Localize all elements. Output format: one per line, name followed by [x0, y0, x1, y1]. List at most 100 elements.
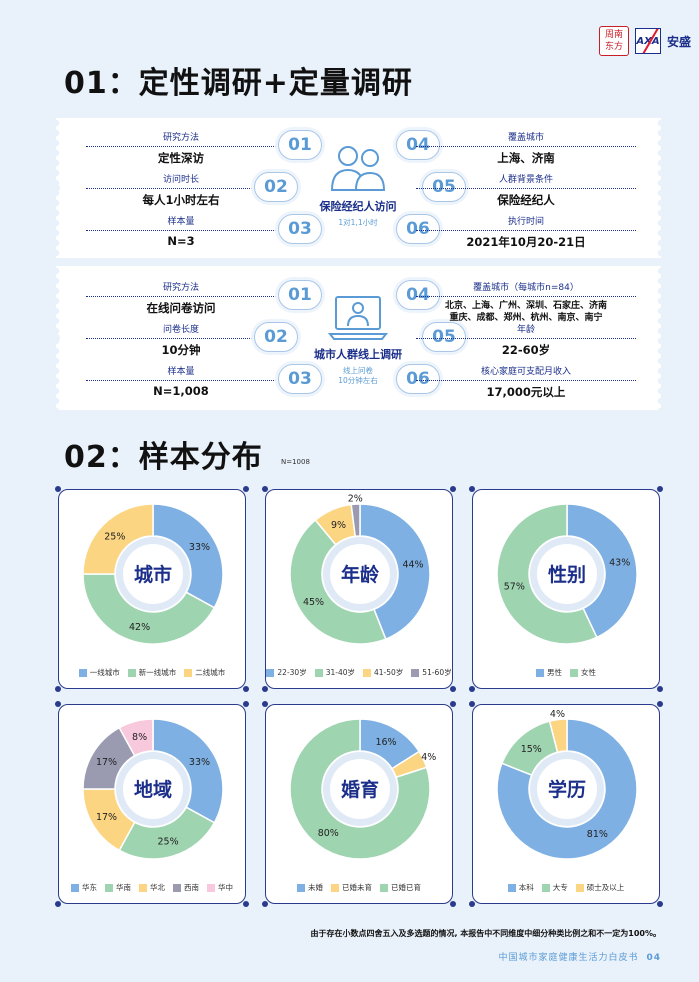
donut-value-label: 17%	[96, 812, 117, 823]
people-icon	[330, 146, 386, 191]
quant-num-04: 04	[396, 280, 440, 310]
legend-swatch	[331, 883, 339, 892]
qual-num-06: 06	[396, 214, 440, 244]
chart-legend: 本科 大专 硕士及以上	[473, 882, 659, 893]
page-footer: 中国城市家庭健康生活力白皮书 04	[498, 950, 661, 963]
donut-value-label: 43%	[609, 558, 630, 569]
legend-item: 华北	[139, 882, 165, 893]
legend-item: 31-40岁	[314, 667, 355, 678]
legend-item: 新一线城市	[127, 667, 176, 678]
donut-center	[330, 544, 390, 604]
quant-num-01: 01	[278, 280, 322, 310]
legend-label: 男性	[547, 668, 562, 677]
quant-center-title: 城市人群线上调研	[314, 348, 402, 361]
qual-field-04: 覆盖城市 上海、济南	[416, 130, 636, 166]
donut-value-label: 33%	[189, 542, 210, 553]
quant-center: 城市人群线上调研 线上问卷 10分钟左右	[296, 294, 420, 386]
legend-item: 已婚已育	[380, 882, 421, 893]
donut-slice-2	[496, 503, 598, 645]
qual-field-01: 研究方法 定性深访	[86, 130, 276, 166]
quant-center-sub: 线上问卷 10分钟左右	[338, 366, 378, 385]
donut-center	[123, 759, 183, 819]
legend-swatch	[207, 883, 215, 892]
legend-label: 女性	[581, 668, 596, 677]
legend-item: 已婚未育	[331, 882, 372, 893]
header-logos: 周南东方 AXA 安盛	[598, 26, 691, 56]
legend-item: 本科	[507, 882, 534, 893]
laptop-user-icon	[327, 296, 389, 340]
donut-slice-1	[152, 503, 224, 609]
donut-title: 年龄	[341, 563, 380, 586]
legend-item: 西南	[173, 882, 199, 893]
donut-slice-2	[82, 573, 216, 645]
legend-item: 华东	[71, 882, 97, 893]
legend-item: 41-50岁	[363, 667, 403, 678]
legend-item: 华中	[207, 882, 233, 893]
legend-label: 华南	[116, 883, 131, 892]
legend-swatch	[507, 883, 516, 892]
donut-slice-1	[496, 718, 638, 860]
donut-value-label: 16%	[375, 737, 396, 748]
donut-chart: 16% 4% 80% 婚育	[289, 718, 436, 860]
qual-num-02: 02	[254, 172, 298, 202]
donut-slice-5	[118, 718, 154, 757]
legend-label: 华中	[218, 883, 233, 892]
donut-title: 学历	[548, 778, 586, 801]
donut-value-label: 57%	[504, 581, 525, 592]
qual-field-03: 样本量 N=3	[86, 214, 276, 248]
legend-label: 已婚已育	[391, 883, 421, 892]
legend-item: 未婚	[297, 882, 323, 893]
donut-title: 城市	[134, 563, 172, 586]
donut-card-city: 33% 42% 25% 城市一线城市 新一线城市 二线城市	[55, 486, 249, 692]
footer-title: 中国城市家庭健康生活力白皮书	[498, 953, 639, 963]
axa-name: 安盛	[666, 34, 691, 49]
qual-num-05: 05	[422, 172, 466, 202]
section1-title: 01：定性调研+定量调研	[64, 66, 413, 101]
quant-field-01: 研究方法 在线问卷访问	[86, 280, 276, 316]
donut-slice-1	[152, 718, 224, 824]
donut-chart: 81% 15% 4% 学历	[496, 709, 638, 860]
legend-swatch	[541, 883, 550, 892]
donut-value-label: 81%	[587, 829, 608, 840]
donut-value-label: 9%	[331, 520, 346, 531]
quant-num-05: 05	[422, 322, 466, 352]
legend-label: 华东	[82, 883, 97, 892]
axa-logo: AXA	[634, 28, 661, 54]
legend-item: 二线城市	[184, 667, 225, 678]
qual-center: 保险经纪人访问 1对1,1小时	[296, 144, 420, 228]
section2-title: 02：样本分布	[64, 440, 263, 475]
donut-title: 婚育	[341, 778, 379, 801]
donut-slice-3	[82, 503, 154, 575]
qual-num-03: 03	[278, 214, 322, 244]
donut-value-label: 15%	[521, 744, 542, 755]
qual-center-sub: 1对1,1小时	[338, 218, 378, 227]
legend-label: 一线城市	[89, 668, 120, 677]
donut-chart: 33% 42% 25% 城市	[82, 503, 224, 645]
donut-value-label: 80%	[318, 828, 339, 839]
qual-field-02: 访问时长 每人1小时左右	[86, 172, 276, 208]
chart-legend: 22-30岁 31-40岁 41-50岁 51-60岁	[266, 667, 452, 678]
legend-label: 51-60岁	[422, 668, 452, 677]
donut-center	[537, 759, 597, 819]
legend-label: 华北	[150, 883, 165, 892]
legend-label: 西南	[184, 883, 199, 892]
quantitative-panel: 研究方法 在线问卷访问 问卷长度 10分钟 样本量 N=1,008 01 02 03 …	[56, 266, 661, 410]
footnote: 由于存在小数点四舍五入及多选题的情况, 本报告中不同维度中细分种类比例之和不一定…	[310, 929, 661, 938]
legend-swatch	[127, 668, 136, 677]
qual-field-06: 执行时间 2021年10月20-21日	[416, 214, 636, 250]
donut-center	[330, 759, 390, 819]
legend-swatch	[105, 883, 113, 892]
donut-card-education: 81% 15% 4% 学历 本科 大专 硕士及以上	[469, 701, 663, 907]
donut-value-label: 45%	[303, 597, 324, 608]
quant-field-02: 问卷长度 10分钟	[86, 322, 276, 358]
donut-title: 性别	[548, 563, 586, 586]
donut-chart: 43% 57% 性别	[496, 503, 638, 645]
donut-chart: 44% 45% 9% 2% 年龄	[289, 494, 431, 645]
page-number: 04	[646, 953, 661, 963]
donut-slice-2	[289, 519, 387, 645]
legend-label: 41-50岁	[374, 668, 404, 677]
donut-slice-1	[566, 503, 638, 639]
legend-item: 大专	[541, 882, 568, 893]
donut-value-label: 17%	[96, 757, 117, 768]
donut-value-label: 25%	[158, 836, 179, 847]
